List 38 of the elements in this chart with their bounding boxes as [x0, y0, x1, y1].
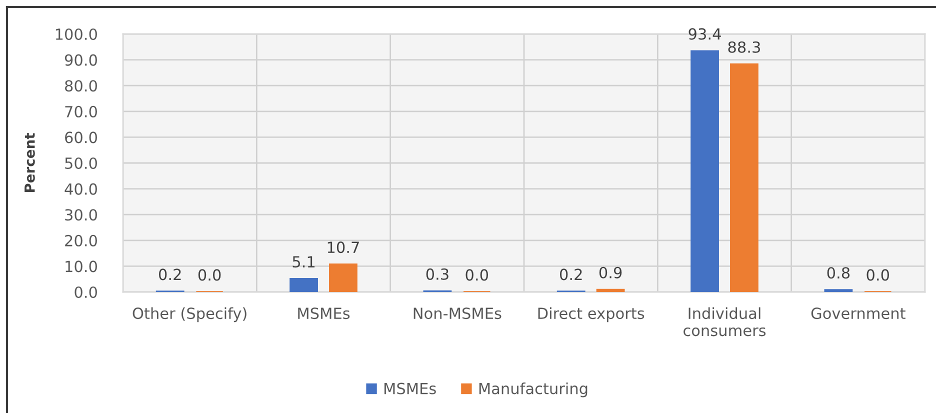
- y-tick-label: 30.0: [65, 209, 97, 221]
- data-label: 0.0: [198, 269, 221, 281]
- bar: [329, 264, 358, 292]
- y-tick-label: 20.0: [65, 234, 97, 246]
- y-tick-label: 60.0: [65, 132, 97, 144]
- y-tick-label: 80.0: [65, 80, 97, 92]
- x-tick-label: Government: [811, 308, 906, 320]
- bar: [596, 288, 625, 292]
- data-label: 93.4: [688, 28, 721, 40]
- y-tick-label: 90.0: [64, 54, 97, 66]
- x-tick-label: Individual consumers: [684, 307, 766, 336]
- data-label: 0.0: [466, 269, 488, 281]
- bar: [290, 278, 318, 292]
- data-label: 5.1: [292, 256, 315, 268]
- y-tick-label: 70.0: [65, 106, 97, 118]
- y-tick-label: 40.0: [64, 183, 97, 195]
- data-label: 0.8: [827, 267, 850, 279]
- y-axis-title: Percent: [24, 133, 35, 192]
- x-tick-label: Direct exports: [538, 307, 644, 322]
- y-tick-label: 100.0: [56, 28, 97, 40]
- bar: [690, 50, 719, 292]
- legend-label: Manufacturing: [479, 382, 588, 398]
- y-tick-label: 10.0: [66, 260, 97, 272]
- data-label: 0.2: [158, 268, 181, 280]
- legend-label: MSMEs: [384, 382, 436, 394]
- data-label: 88.3: [728, 41, 760, 53]
- bar: [824, 289, 853, 292]
- x-tick-label: MSMEs: [298, 308, 350, 320]
- bar: [730, 63, 758, 292]
- data-label: 10.7: [328, 242, 359, 254]
- x-tick-label: Other (Specify): [132, 307, 246, 322]
- data-label: 0.0: [866, 269, 890, 281]
- x-tick-label: Non-MSMEs: [414, 308, 502, 320]
- data-label: 0.2: [560, 268, 582, 280]
- data-label: 0.9: [599, 266, 622, 278]
- y-tick-label: 50.0: [65, 157, 97, 170]
- y-tick-label: 0.0: [74, 286, 97, 298]
- data-label: 0.3: [426, 268, 448, 280]
